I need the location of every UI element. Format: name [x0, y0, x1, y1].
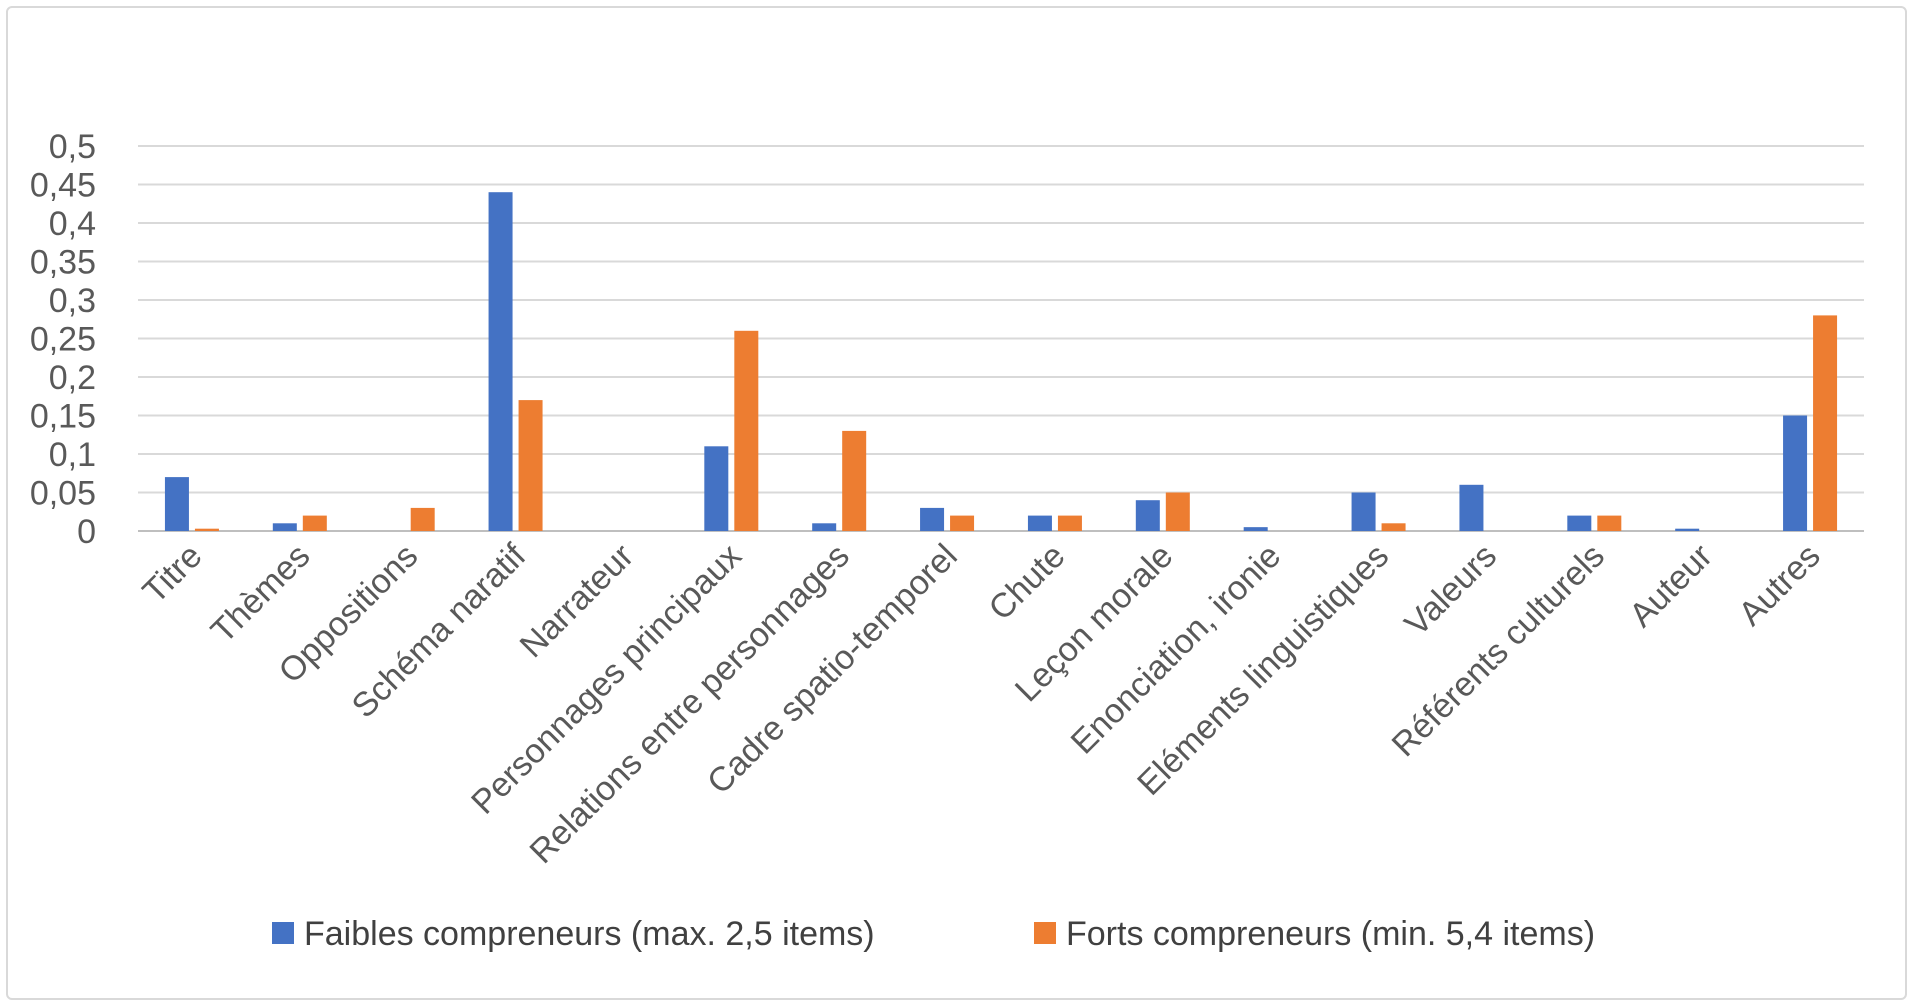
bar-faibles-12 [1459, 484, 1484, 531]
y-tick-label: 0,2 [49, 359, 96, 397]
legend-swatch [1034, 922, 1056, 944]
bar-faibles-6 [812, 523, 837, 531]
bar-forts-5 [734, 330, 759, 531]
x-tick-label: Référents culturels [1385, 537, 1612, 764]
y-tick-label: 0,15 [30, 398, 96, 436]
x-tick-label: Chute [982, 537, 1073, 628]
chart-frame [6, 6, 1907, 1000]
x-tick-label: Thèmes [204, 537, 318, 651]
y-tick-label: 0,25 [30, 321, 96, 359]
bar-faibles-3 [488, 192, 513, 531]
bar-forts-8 [1057, 515, 1082, 531]
legend-label: Faibles compreneurs (max. 2,5 items) [304, 915, 875, 953]
bar-forts-15 [1813, 315, 1838, 531]
y-tick-label: 0,5 [49, 128, 96, 166]
bar-forts-13 [1597, 515, 1622, 531]
x-tick-label: Enonciation, ironie [1064, 537, 1289, 762]
bar-faibles-11 [1351, 492, 1376, 531]
y-axis-ticks: 00,050,10,150,20,250,30,350,40,450,5 [30, 128, 96, 551]
x-tick-label: Auteur [1622, 537, 1720, 635]
bar-forts-3 [518, 400, 543, 531]
bar-forts-11 [1381, 523, 1406, 531]
bar-faibles-7 [920, 507, 945, 531]
y-tick-label: 0,05 [30, 475, 96, 513]
legend: Faibles compreneurs (max. 2,5 items) Fort… [272, 915, 1595, 953]
y-tick-label: 0,3 [49, 282, 96, 320]
x-tick-label: Valeurs [1397, 537, 1504, 644]
bar-faibles-0 [164, 477, 189, 531]
legend-swatch [272, 922, 294, 944]
bar-forts-9 [1165, 492, 1190, 531]
bar-faibles-10 [1243, 527, 1268, 531]
bar-faibles-13 [1567, 515, 1592, 531]
bars [164, 192, 1838, 531]
bar-faibles-14 [1675, 528, 1700, 531]
bar-faibles-8 [1027, 515, 1052, 531]
gridlines [138, 145, 1864, 532]
bar-forts-0 [194, 528, 219, 531]
bar-forts-2 [410, 507, 435, 531]
bar-faibles-15 [1783, 415, 1808, 531]
y-tick-label: 0,1 [49, 436, 96, 474]
bar-forts-6 [842, 430, 867, 531]
y-tick-label: 0,35 [30, 244, 96, 282]
legend-label: Forts compreneurs (min. 5,4 items) [1066, 915, 1595, 953]
x-tick-label: Titre [136, 537, 210, 611]
bar-forts-7 [950, 515, 975, 531]
bar-faibles-1 [272, 523, 297, 531]
bar-forts-1 [302, 515, 327, 531]
bar-faibles-5 [704, 446, 729, 531]
y-tick-label: 0 [77, 513, 96, 551]
bar-faibles-9 [1135, 500, 1160, 531]
x-tick-label: Autres [1731, 537, 1827, 633]
y-tick-label: 0,45 [30, 167, 96, 205]
y-tick-label: 0,4 [49, 205, 96, 243]
